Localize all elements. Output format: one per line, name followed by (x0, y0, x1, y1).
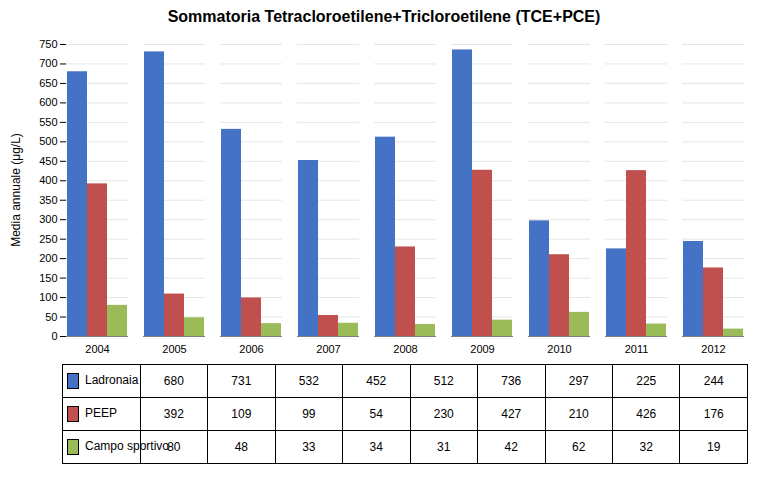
html-text:62: 62 (572, 440, 586, 454)
svg-text:250: 250 (39, 233, 57, 245)
html-text:48: 48 (234, 440, 248, 454)
html-text:244: 244 (703, 374, 724, 388)
html-text:Campo sportivo 80: Campo sportivo 80 (85, 439, 181, 454)
html-text:19: 19 (707, 440, 721, 454)
svg-text:300: 300 (39, 213, 57, 225)
html-text:33: 33 (302, 440, 316, 454)
svg-text:2009: 2009 (470, 343, 494, 355)
html-text:PEEP: PEEP (85, 406, 117, 421)
svg-text:100: 100 (39, 291, 57, 303)
html-text:42: 42 (504, 440, 518, 454)
html-text:109: 109 (231, 407, 252, 421)
html-text:392: 392 (163, 407, 184, 421)
html-text:Media annuale (μg/L): Media annuale (μg/L) (9, 133, 23, 247)
svg-text:2005: 2005 (162, 343, 186, 355)
html-text:736: 736 (501, 374, 522, 388)
svg-text:0: 0 (51, 330, 57, 342)
html-text:297: 297 (568, 374, 589, 388)
html-text:99: 99 (302, 407, 316, 421)
svg-text:600: 600 (39, 96, 57, 108)
html-text:32: 32 (639, 440, 653, 454)
html-text:210: 210 (568, 407, 589, 421)
svg-text:750: 750 (39, 38, 57, 50)
svg-text:400: 400 (39, 174, 57, 186)
svg-text:150: 150 (39, 272, 57, 284)
svg-text:2004: 2004 (85, 343, 109, 355)
html-text:176: 176 (703, 407, 724, 421)
html-text:Sommatoria Tetracloroetilene+T: Sommatoria Tetracloroetilene+Tricloroeti… (167, 8, 601, 25)
svg-text:650: 650 (39, 77, 57, 89)
html-text:225: 225 (636, 374, 657, 388)
html-text:532: 532 (298, 374, 319, 388)
svg-text:200: 200 (39, 252, 57, 264)
html-text:54: 54 (369, 407, 383, 421)
html-text:34: 34 (369, 440, 383, 454)
html-text:31: 31 (437, 440, 451, 454)
svg-text:2010: 2010 (547, 343, 571, 355)
svg-text:700: 700 (39, 57, 57, 69)
svg-text:2007: 2007 (316, 343, 340, 355)
html-text:230: 230 (433, 407, 454, 421)
svg-text:450: 450 (39, 155, 57, 167)
svg-text:2012: 2012 (701, 343, 725, 355)
html-text:731: 731 (231, 374, 252, 388)
svg-text:500: 500 (39, 135, 57, 147)
svg-text:550: 550 (39, 116, 57, 128)
html-text:Ladronaia: Ladronaia (85, 373, 139, 388)
html-text:426: 426 (636, 407, 657, 421)
svg-text:2008: 2008 (393, 343, 417, 355)
html-text:512: 512 (433, 374, 454, 388)
html-text:427: 427 (501, 407, 522, 421)
svg-text:350: 350 (39, 194, 57, 206)
svg-text:50: 50 (45, 311, 57, 323)
svg-text:2011: 2011 (625, 343, 649, 355)
svg-text:2006: 2006 (239, 343, 263, 355)
html-text:452: 452 (366, 374, 387, 388)
html-text:680: 680 (163, 374, 184, 388)
